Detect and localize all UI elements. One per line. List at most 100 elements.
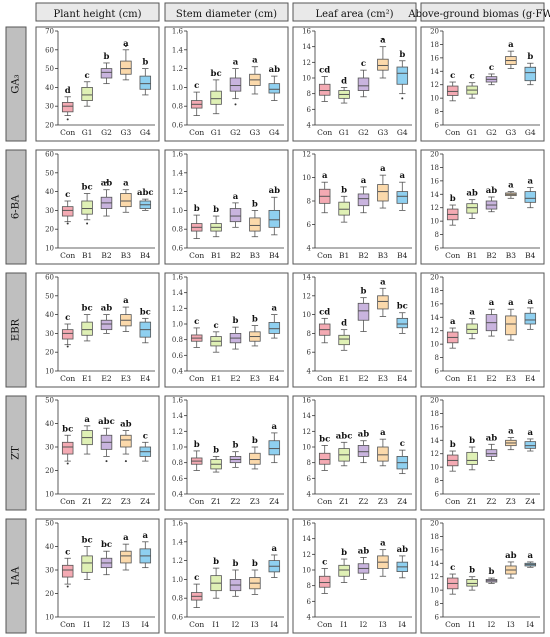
box (61, 206, 74, 217)
significance-letter: a (233, 58, 239, 68)
significance-letter: a (528, 551, 534, 561)
box (229, 208, 242, 223)
panel: 10 20 30 40 50 60 c Con bc E1 ab E2 a E3 bc E4 (35, 272, 160, 388)
panel-frame (292, 149, 417, 265)
category-label: E3 (378, 374, 388, 383)
significance-letter: ab (101, 179, 113, 189)
y-tick-label: 10 (430, 95, 439, 103)
box (100, 319, 113, 331)
y-tick-label: 1.6 (172, 28, 184, 36)
y-tick-label: 18 (430, 410, 439, 418)
category-label: I4 (141, 620, 149, 629)
y-tick-label: 12 (302, 292, 311, 300)
significance-letter: c (194, 573, 199, 583)
y-tick-label: 30 (45, 444, 54, 452)
category-label: G1 (467, 128, 478, 137)
category-label: I2 (232, 620, 240, 629)
category-label: G3 (378, 128, 389, 137)
significance-letter: b (252, 436, 258, 446)
y-tick-label: 1.2 (172, 305, 183, 313)
y-tick-label: 6 (307, 598, 312, 606)
row-label-box (5, 272, 27, 388)
panel-frame (164, 518, 289, 634)
panel: 0.6 0.8 1.0 1.2 1.4 1.6 c Con bc G1 a G2 a G3 ab G4 (164, 26, 289, 142)
panel-frame (420, 395, 545, 511)
category-label: B1 (211, 251, 221, 260)
category-label: B4 (397, 251, 408, 260)
category-label: E1 (467, 374, 477, 383)
y-tick-label: 18 (430, 287, 439, 295)
category-label: G2 (101, 128, 112, 137)
box (61, 441, 74, 455)
significance-letter: ab (269, 186, 281, 196)
significance-letter: ab (358, 546, 370, 556)
category-label: Con (317, 497, 332, 506)
significance-letter: a (123, 39, 129, 49)
y-tick-label: 6 (435, 614, 440, 622)
box (338, 201, 350, 216)
y-tick-label: 20 (45, 226, 54, 234)
category-label: Con (60, 374, 75, 383)
significance-letter: bc (82, 304, 93, 314)
y-tick-label: 14 (302, 274, 311, 282)
y-tick-label: 8 (307, 198, 311, 206)
significance-letter: a (123, 296, 129, 306)
panel: 0.6 0.8 1.0 1.2 1.4 1.6 b Con b B1 a B2 b B3 ab B4 (164, 149, 289, 265)
panel: 4 6 8 10 12 14 16 bc Con abc Z1 ab Z2 a Z3 c Z4 (292, 395, 417, 511)
category-label: B4 (525, 251, 536, 260)
y-tick-label: 20 (430, 151, 439, 159)
row-label: 6-BA (11, 194, 22, 219)
box (81, 200, 93, 215)
panel-frame (35, 272, 160, 388)
category-label: I3 (122, 620, 130, 629)
box (466, 451, 478, 465)
y-tick-label: 12 (430, 81, 439, 89)
panel: 4 6 8 10 12 a Con b B1 a B2 a B3 a B4 (292, 149, 417, 265)
y-tick-label: 10 (302, 75, 311, 83)
significance-letter: a (380, 277, 386, 287)
significance-letter: b (252, 315, 258, 325)
significance-letter: b (399, 50, 405, 60)
category-label: I2 (360, 620, 368, 629)
y-tick-label: 6 (435, 491, 440, 499)
y-tick-label: 16 (430, 423, 439, 431)
category-label: G1 (339, 128, 350, 137)
category-label: G1 (82, 128, 93, 137)
y-tick-label: 10 (302, 311, 311, 319)
significance-letter: b (469, 436, 475, 446)
column-header: Stem diameter (cm) (176, 9, 277, 20)
category-label: E2 (486, 374, 496, 383)
significance-letter: ab (101, 304, 113, 314)
category-label: I2 (488, 620, 496, 629)
category-label: B3 (506, 251, 517, 260)
category-label: Con (189, 620, 204, 629)
y-tick-label: 16 (302, 397, 311, 405)
panel-frame (35, 518, 160, 634)
y-tick-label: 12 (430, 450, 439, 458)
category-label: G4 (397, 128, 408, 137)
panel-frame (292, 272, 417, 388)
row-label: EBR (11, 318, 22, 341)
y-tick-label: 60 (45, 274, 54, 282)
significance-letter: b (194, 440, 200, 450)
significance-letter: bc (82, 182, 93, 192)
y-tick-label: 0.4 (172, 368, 184, 376)
box (139, 75, 152, 90)
box (210, 90, 222, 105)
significance-letter: c (65, 190, 70, 200)
row-label-box (5, 518, 27, 634)
y-tick-label: 0.8 (172, 595, 183, 603)
y-tick-label: 1.0 (172, 444, 183, 452)
y-tick-label: 20 (430, 397, 439, 405)
panel-frame (420, 149, 545, 265)
y-tick-label: 8 (435, 354, 439, 362)
y-tick-label: 30 (45, 567, 54, 575)
y-tick-label: 1.2 (172, 188, 183, 196)
panel: 10 20 30 40 50 60 c Con bc B1 ab B2 a B3 abc B4 (35, 149, 160, 265)
significance-letter: c (400, 439, 405, 449)
box (318, 575, 331, 588)
y-tick-label: 6 (307, 221, 312, 229)
y-tick-label: 10 (45, 245, 54, 253)
y-tick-label: 16 (302, 520, 311, 528)
y-tick-label: 10 (45, 368, 54, 376)
